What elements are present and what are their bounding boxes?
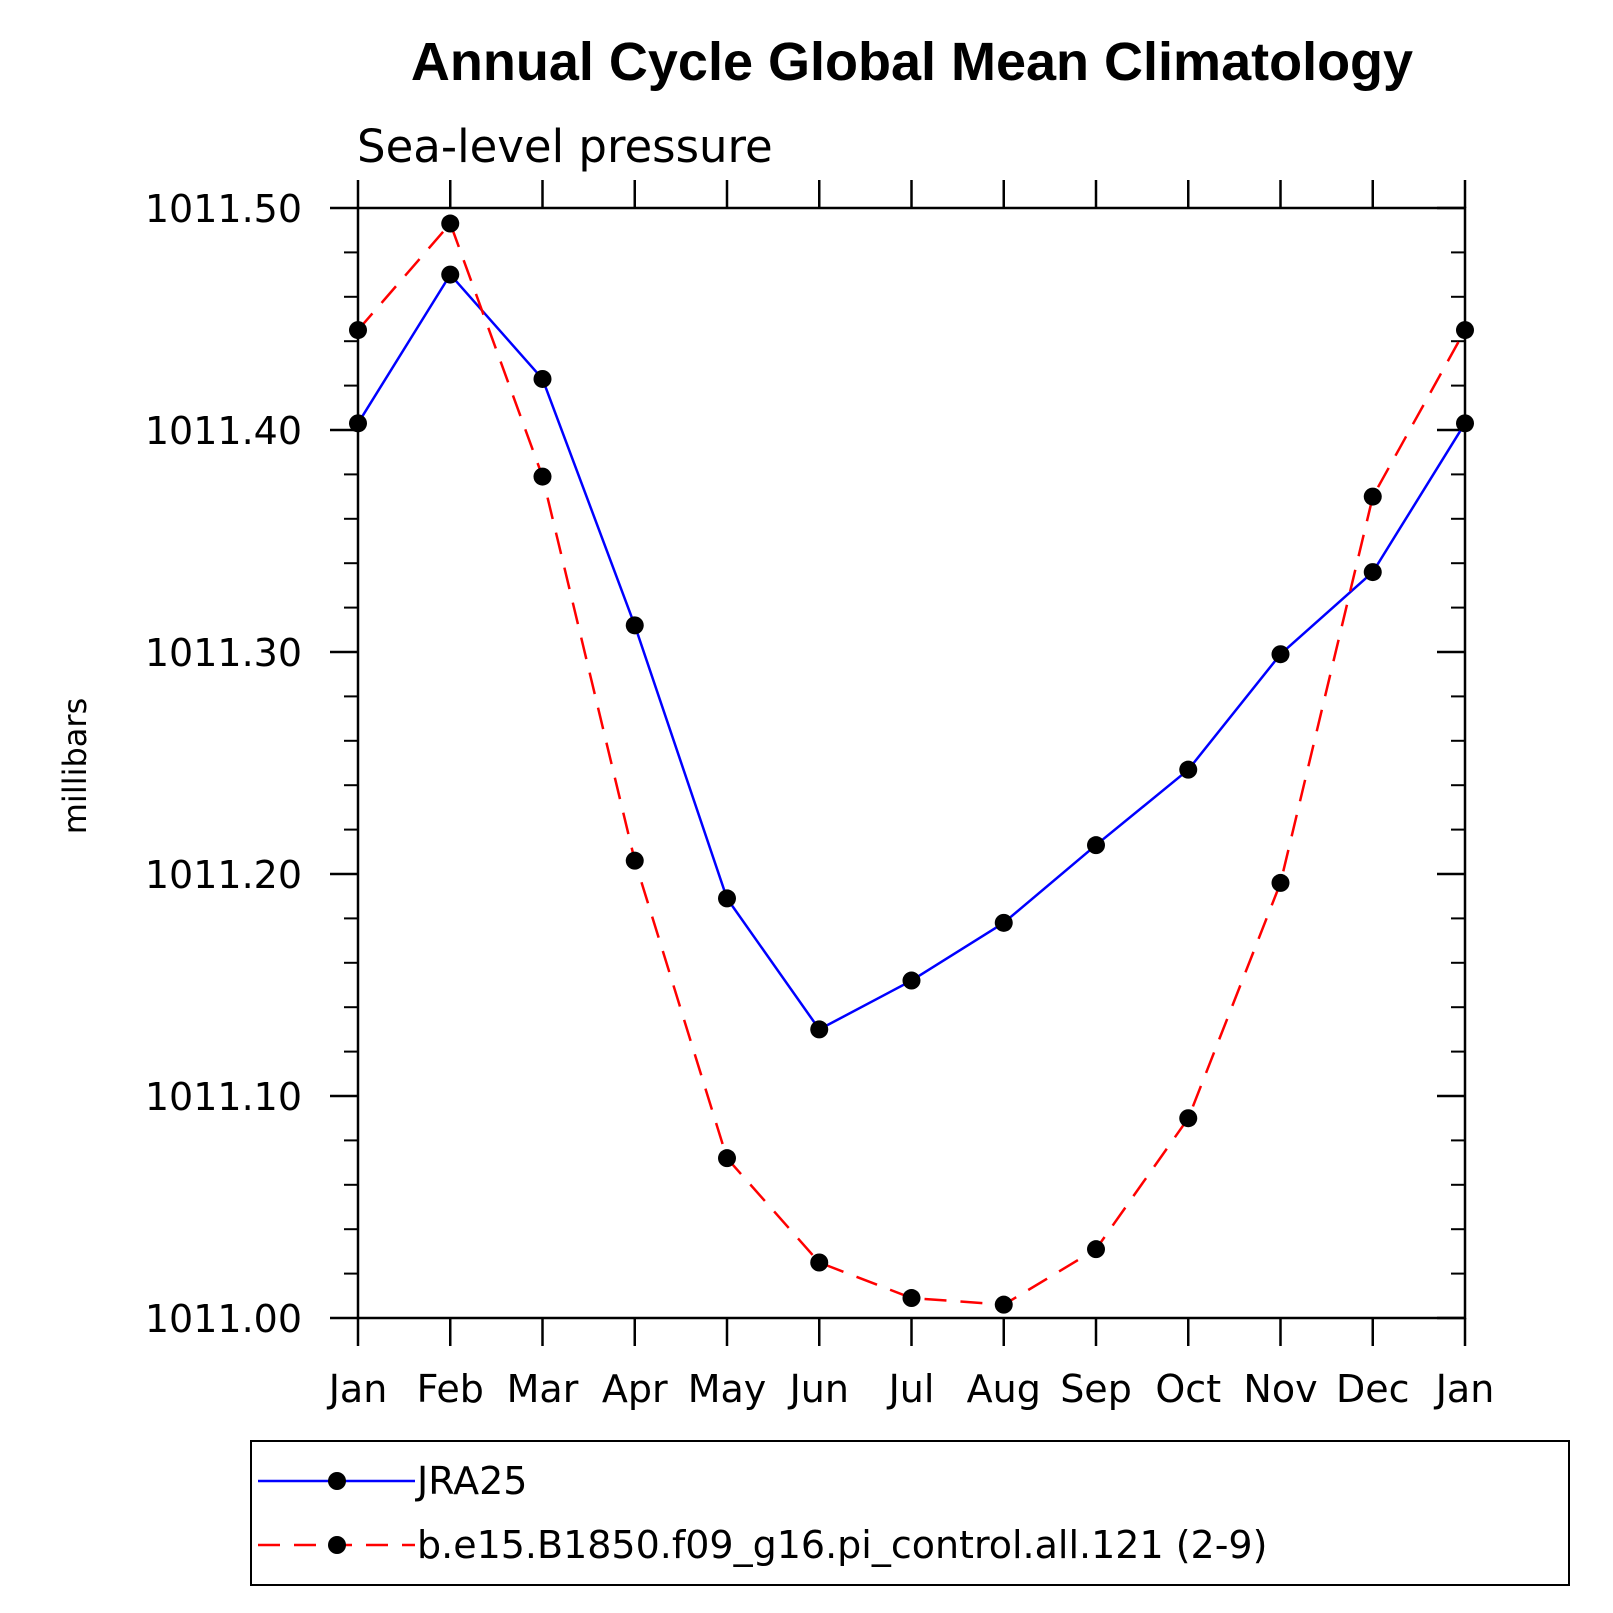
series-line-1 bbox=[356, 273, 1467, 1031]
series-1-point bbox=[994, 913, 1013, 932]
x-tick-label: Jun bbox=[788, 1367, 849, 1411]
series-1-point bbox=[718, 889, 736, 908]
series-1-point bbox=[1363, 563, 1382, 582]
series-2-point bbox=[349, 321, 367, 340]
y-tick-label: 1011.40 bbox=[145, 409, 302, 453]
series-2-point bbox=[810, 1253, 829, 1272]
series-line-2 bbox=[357, 222, 1467, 1306]
x-tick-label: Jan bbox=[327, 1367, 388, 1411]
series-2-point bbox=[994, 1295, 1013, 1314]
series-1-point bbox=[1456, 414, 1474, 433]
series-2-point bbox=[1179, 1109, 1198, 1128]
x-tick-label: Oct bbox=[1155, 1367, 1221, 1411]
series-2-point bbox=[718, 1149, 736, 1168]
minor-ticks bbox=[344, 251, 1465, 1275]
series-1-point bbox=[1271, 645, 1290, 664]
x-tick-label: Apr bbox=[602, 1367, 668, 1411]
series-layer bbox=[349, 214, 1474, 1314]
series-1-point bbox=[349, 414, 367, 433]
series-2-point bbox=[625, 851, 644, 870]
x-tick-label: Jan bbox=[1434, 1367, 1495, 1411]
chart-subtitle: Sea-level pressure bbox=[357, 120, 773, 173]
x-tick-label: Aug bbox=[967, 1367, 1041, 1411]
x-tick-label: Dec bbox=[1336, 1367, 1410, 1411]
series-2-point bbox=[1271, 873, 1290, 892]
x-tick-labels: Jan Feb Mar Apr May Jun Jul Aug Sep Oct Nov Dec Jan bbox=[327, 1367, 1495, 1411]
legend: JRA25 b.e15.B1850.f09_g16.pi_control.all… bbox=[250, 1440, 1570, 1586]
series-1-point bbox=[1179, 760, 1198, 779]
series-1-point bbox=[533, 369, 552, 388]
legend-label-jra25: JRA25 bbox=[415, 1459, 527, 1503]
y-tick-label: 1011.50 bbox=[145, 187, 302, 231]
series-1-point bbox=[902, 971, 921, 990]
plot-frame bbox=[356, 206, 1467, 1320]
major-ticks bbox=[330, 180, 1467, 1346]
series-2-point bbox=[902, 1289, 921, 1308]
x-tick-label: Sep bbox=[1060, 1367, 1132, 1411]
y-tick-label: 1011.10 bbox=[145, 1075, 302, 1119]
series-1-point bbox=[625, 616, 644, 635]
legend-box bbox=[250, 1440, 1570, 1586]
chart-title: Annual Cycle Global Mean Climatology bbox=[411, 32, 1413, 92]
y-axis-label: millibars bbox=[56, 698, 94, 834]
y-tick-label: 1011.20 bbox=[145, 853, 302, 897]
series-2-point bbox=[441, 214, 460, 233]
legend-marker-jra25 bbox=[328, 1472, 346, 1490]
legend-marker-control bbox=[328, 1536, 346, 1554]
x-tick-label: May bbox=[688, 1367, 767, 1411]
series-2-point bbox=[1363, 487, 1382, 506]
legend-label-control: b.e15.B1850.f09_g16.pi_control.all.121 (… bbox=[417, 1523, 1267, 1567]
y-tick-label: 1011.30 bbox=[145, 631, 302, 675]
x-tick-label: Jul bbox=[887, 1367, 935, 1411]
series-2-point bbox=[1087, 1240, 1105, 1259]
series-2-point bbox=[1456, 321, 1474, 340]
series-1-point bbox=[810, 1020, 829, 1039]
series-2-point bbox=[533, 467, 552, 486]
y-tick-label: 1011.00 bbox=[145, 1297, 302, 1341]
series-1-point bbox=[441, 265, 460, 284]
series-1-point bbox=[1087, 836, 1105, 855]
x-tick-label: Nov bbox=[1243, 1367, 1317, 1411]
x-tick-label: Mar bbox=[507, 1367, 579, 1411]
x-tick-label: Feb bbox=[417, 1367, 484, 1411]
y-tick-labels: 1011.00 1011.10 1011.20 1011.30 1011.40 1011.… bbox=[145, 187, 302, 1341]
